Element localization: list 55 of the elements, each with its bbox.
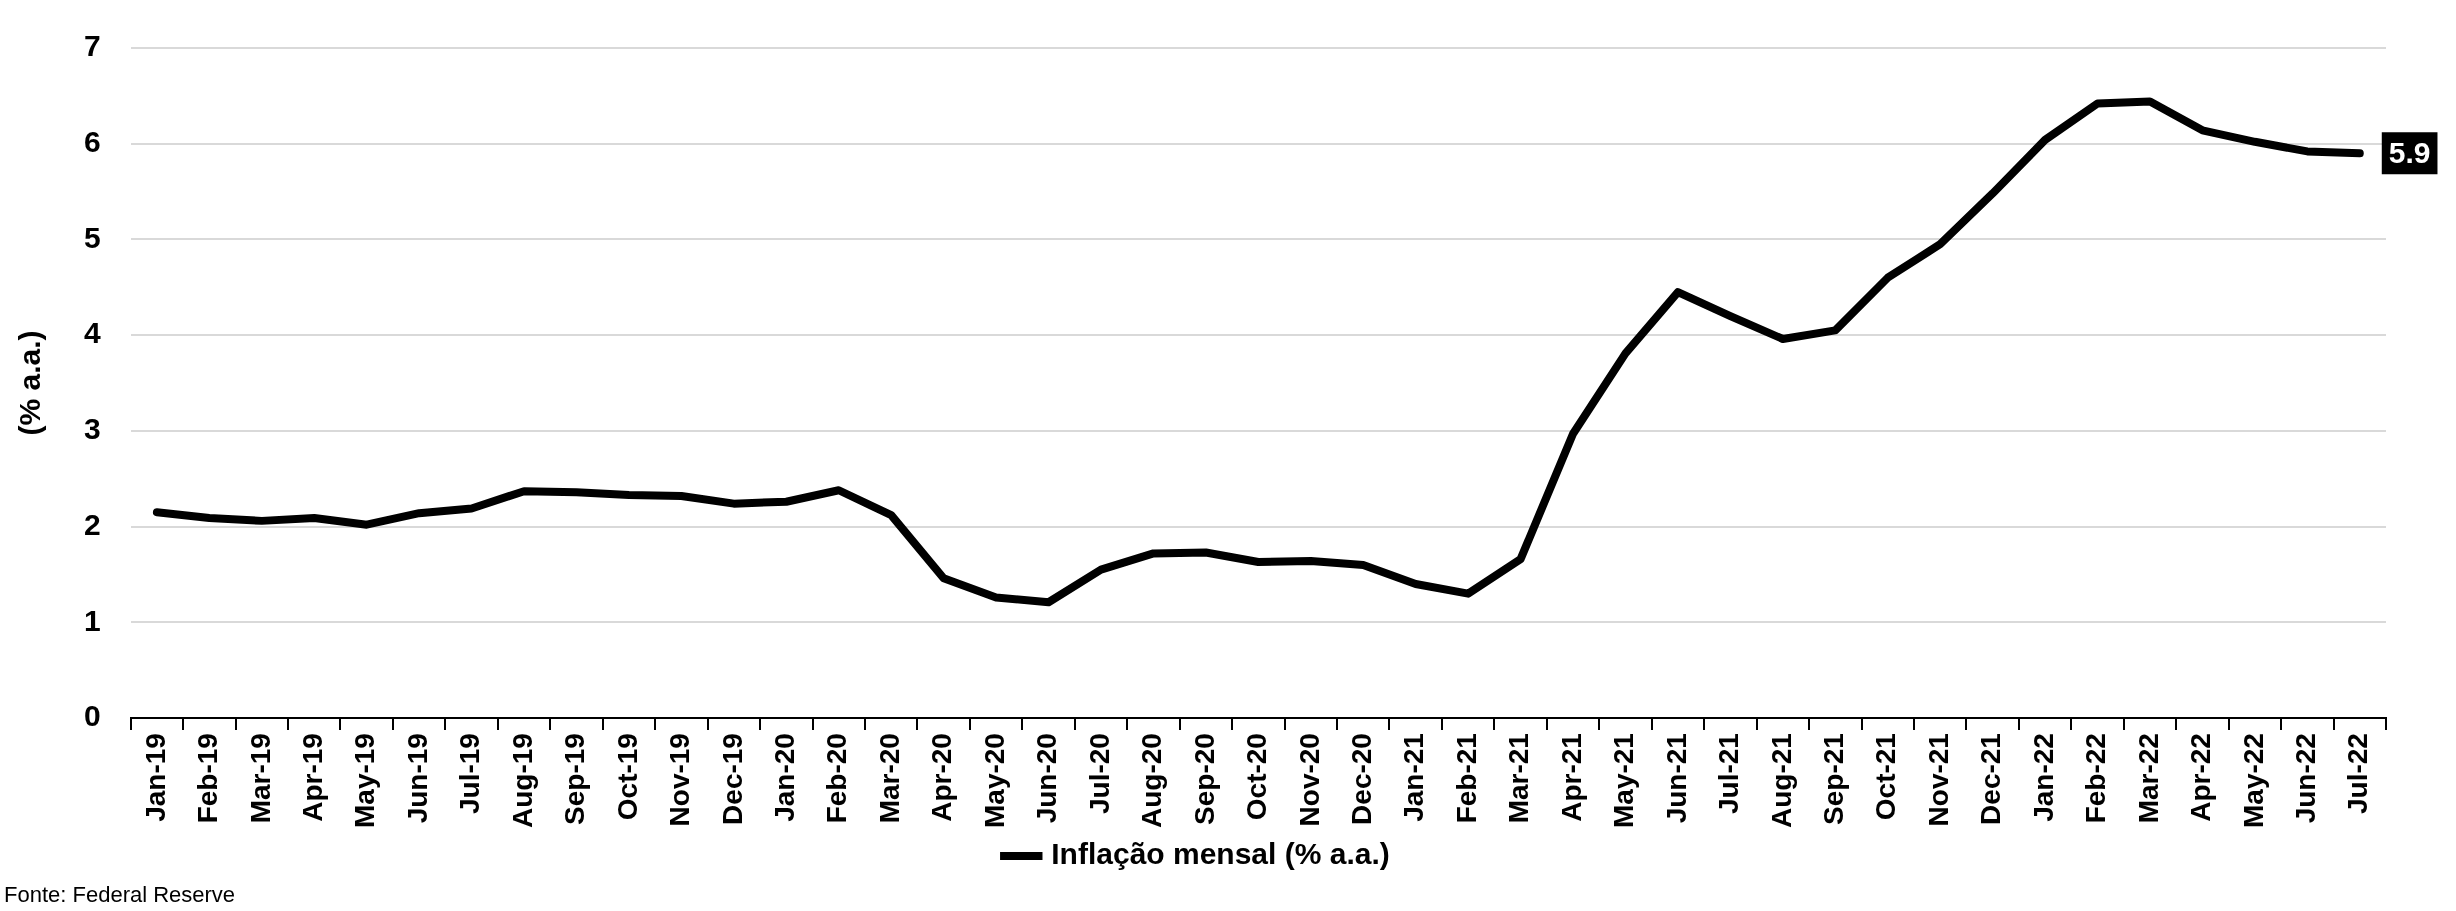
x-tick-label: Feb-19 xyxy=(192,733,224,824)
y-tick-label: 5 xyxy=(84,220,101,254)
x-tick-label: Mar-19 xyxy=(244,733,276,824)
x-tick-label: Jun-21 xyxy=(1660,733,1692,824)
x-tick-label: Apr-21 xyxy=(1555,733,1587,822)
x-tick-label: Jul-20 xyxy=(1083,733,1115,814)
x-tick-label: Feb-20 xyxy=(821,733,853,824)
y-axis-title: (% a.a.) xyxy=(13,330,47,436)
x-tick-label: Jul-19 xyxy=(454,733,486,814)
x-tick-label: Jul-21 xyxy=(1713,733,1745,814)
x-tick-label: Feb-21 xyxy=(1450,733,1482,824)
x-tick-label: Jun-22 xyxy=(2290,733,2322,824)
x-tick-label: Sep-19 xyxy=(559,733,591,825)
x-tick-label: May-19 xyxy=(349,733,381,828)
y-tick-label: 0 xyxy=(84,699,101,733)
x-tick-label: Apr-19 xyxy=(296,733,328,822)
legend-label: Inflação mensal (% a.a.) xyxy=(1051,837,1390,871)
y-tick-label: 2 xyxy=(84,507,101,541)
source-note: Fonte: Federal Reserve xyxy=(4,882,236,908)
x-tick-label: Aug-20 xyxy=(1136,733,1168,828)
x-tick-label: Dec-21 xyxy=(1975,733,2007,825)
x-tick-label: Dec-20 xyxy=(1345,733,1377,825)
x-tick-label: Oct-21 xyxy=(1870,733,1902,821)
x-tick-label: Jan-19 xyxy=(139,733,171,822)
y-tick-label: 3 xyxy=(84,412,101,446)
x-tick-label: Oct-20 xyxy=(1241,733,1273,821)
x-tick-label: Sep-21 xyxy=(1818,733,1849,825)
y-tick-label: 1 xyxy=(84,603,101,637)
x-tick-label: Oct-19 xyxy=(611,733,643,821)
x-tick-label: Jun-19 xyxy=(401,733,433,824)
x-tick-label: Apr-20 xyxy=(926,733,958,822)
x-tick-label: Sep-20 xyxy=(1188,733,1220,825)
x-tick-label: Jan-20 xyxy=(769,733,801,822)
x-tick-label: Mar-20 xyxy=(873,733,905,824)
x-tick-label: May-22 xyxy=(2237,733,2269,828)
x-tick-label: Apr-22 xyxy=(2185,733,2217,822)
x-tick-label: May-21 xyxy=(1608,733,1640,828)
y-tick-label: 7 xyxy=(84,29,101,63)
x-tick-label: Aug-19 xyxy=(506,733,538,828)
x-tick-label: Jan-22 xyxy=(2027,733,2059,822)
x-tick-label: Aug-21 xyxy=(1765,733,1797,828)
x-tick-label: Mar-22 xyxy=(2132,733,2164,824)
x-tick-label: May-20 xyxy=(978,733,1010,828)
x-tick-label: Nov-20 xyxy=(1293,733,1325,827)
x-tick-label: Jul-22 xyxy=(2342,733,2374,814)
x-tick-label: Nov-21 xyxy=(1922,733,1954,827)
x-tick-label: Nov-19 xyxy=(664,733,696,827)
y-tick-label: 4 xyxy=(84,316,101,350)
x-tick-label: Jan-21 xyxy=(1398,733,1430,822)
x-tick-label: Mar-21 xyxy=(1503,733,1535,824)
x-tick-label: Dec-19 xyxy=(716,733,748,825)
data-label: 5.9 xyxy=(2388,135,2431,169)
x-tick-label: Jun-20 xyxy=(1031,733,1063,824)
x-tick-label: Feb-22 xyxy=(2080,733,2112,824)
y-tick-label: 6 xyxy=(84,124,101,158)
